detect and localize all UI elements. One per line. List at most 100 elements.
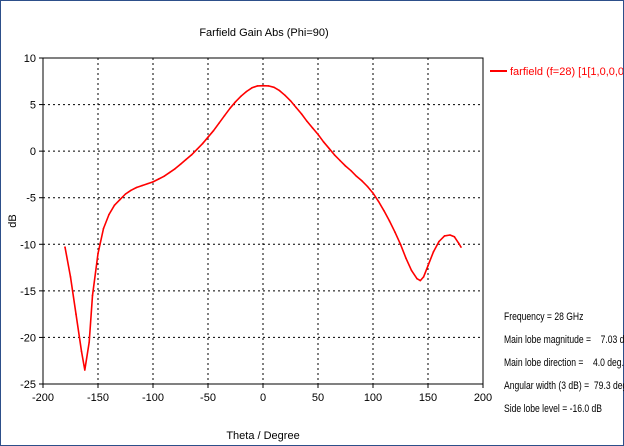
- data-point: [405, 257, 407, 260]
- x-axis-label: Theta / Degree: [226, 430, 299, 442]
- data-point: [80, 350, 83, 353]
- data-point: [157, 178, 160, 180]
- data-point: [422, 276, 425, 278]
- data-point: [212, 129, 215, 132]
- data-point: [300, 113, 303, 115]
- data-point: [152, 181, 154, 183]
- data-point: [168, 171, 171, 174]
- data-point: [419, 279, 422, 282]
- data-point: [273, 86, 275, 89]
- data-point: [91, 294, 94, 297]
- data-point: [350, 169, 352, 172]
- data-point: [399, 243, 402, 246]
- data-point: [306, 120, 308, 123]
- data-point: [256, 85, 259, 87]
- data-point: [245, 90, 248, 93]
- data-point: [328, 147, 330, 150]
- data-point: [174, 168, 176, 170]
- data-point: [443, 235, 446, 237]
- data-point: [88, 341, 90, 343]
- annotation-angular-width: Angular width (3 dB) = 79.3 deg.: [504, 380, 624, 392]
- annotation-frequency: Frequency = 28 GHz: [504, 311, 584, 323]
- y-tick-label: -5: [26, 193, 36, 205]
- data-point: [240, 95, 242, 97]
- data-point: [179, 163, 182, 165]
- data-point: [377, 200, 380, 203]
- data-point: [251, 87, 253, 89]
- data-point: [130, 189, 132, 192]
- x-tick-label: -150: [87, 392, 109, 404]
- data-point: [185, 158, 187, 161]
- x-tick-label: -200: [32, 392, 54, 404]
- y-tick-label: -15: [20, 286, 36, 298]
- x-tick-label: 100: [364, 392, 382, 404]
- data-point: [458, 242, 460, 245]
- data-point: [124, 193, 127, 195]
- data-point: [410, 269, 413, 272]
- annotation-side-lobe-level: Side lobe level = -16.0 dB: [504, 403, 603, 415]
- data-point: [190, 154, 193, 156]
- data-point: [262, 84, 264, 87]
- data-point: [196, 148, 198, 151]
- y-tick-label: 5: [30, 100, 36, 112]
- data-point: [267, 85, 270, 87]
- data-point: [141, 184, 143, 187]
- data-point: [135, 186, 138, 189]
- y-tick-label: 10: [24, 53, 36, 65]
- data-point: [432, 250, 435, 253]
- data-point: [317, 133, 319, 136]
- data-point: [102, 227, 105, 230]
- data-point: [355, 175, 358, 178]
- data-point: [388, 220, 391, 222]
- data-point: [366, 185, 369, 188]
- y-tick-label: -10: [20, 239, 36, 251]
- data-point: [449, 234, 451, 236]
- data-point: [229, 107, 231, 110]
- x-tick-label: 0: [260, 392, 266, 404]
- data-point: [372, 192, 374, 194]
- data-point: [201, 142, 204, 145]
- data-point: [339, 159, 341, 162]
- data-point: [311, 127, 314, 129]
- y-axis-label: dB: [7, 214, 19, 227]
- x-tick-label: 200: [474, 392, 492, 404]
- data-point: [146, 182, 149, 185]
- data-point: [460, 246, 462, 248]
- data-point: [69, 276, 72, 278]
- legend-entry-label: farfield (f=28) [1[1,0,0,0]...: [510, 66, 623, 78]
- grid-lines: [43, 58, 483, 384]
- data-point: [416, 277, 418, 280]
- data-point: [333, 154, 336, 156]
- data-point: [64, 246, 66, 248]
- series-line-0: [64, 84, 462, 371]
- annotation-main-lobe-magnitude: Main lobe magnitude = 7.03 dB: [504, 334, 624, 346]
- data-point: [295, 106, 297, 109]
- legend: farfield (f=28) [1[1,0,0,0]...: [490, 66, 623, 78]
- data-point: [119, 198, 121, 201]
- data-point: [97, 252, 99, 255]
- data-point: [344, 165, 347, 167]
- y-tick-label: 0: [30, 146, 36, 158]
- data-point: [284, 94, 286, 97]
- axis-ticks: -200 -150 -100 -50 0 50 100 150 2001050-5-10-15-…: [20, 53, 492, 404]
- data-point: [394, 231, 396, 233]
- data-point: [427, 264, 429, 267]
- x-tick-label: 50: [312, 392, 324, 404]
- data-point: [113, 204, 116, 206]
- data-point: [361, 180, 363, 182]
- data-point: [75, 313, 77, 315]
- data-point: [322, 141, 325, 143]
- x-tick-label: 150: [419, 392, 437, 404]
- data-point: [234, 101, 237, 103]
- data-point: [108, 213, 110, 216]
- chart-title: Farfield Gain Abs (Phi=90): [199, 27, 328, 39]
- data-point: [163, 175, 165, 178]
- plot-area-border: [42, 57, 484, 385]
- data-point: [84, 369, 86, 371]
- x-tick-label: -50: [200, 392, 216, 404]
- x-tick-label: -100: [142, 392, 164, 404]
- data-point: [278, 89, 281, 92]
- data-point: [223, 114, 226, 117]
